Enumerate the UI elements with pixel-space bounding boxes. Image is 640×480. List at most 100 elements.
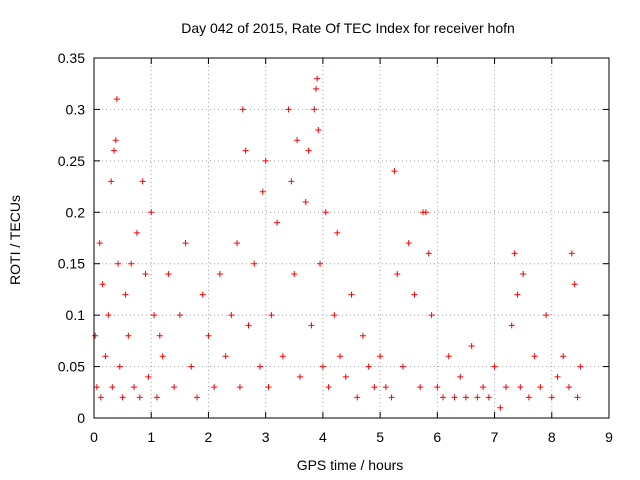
data-point	[514, 291, 521, 298]
data-point	[259, 188, 266, 195]
data-point	[151, 312, 158, 319]
data-point	[234, 240, 241, 247]
data-point	[139, 178, 146, 185]
data-point	[308, 322, 315, 329]
data-point	[148, 209, 155, 216]
data-point	[105, 312, 112, 319]
data-point	[279, 353, 286, 360]
data-point	[400, 363, 406, 370]
data-point	[537, 384, 544, 391]
data-point	[294, 137, 301, 144]
data-point	[457, 373, 464, 380]
data-point	[176, 312, 183, 319]
data-point	[411, 291, 418, 298]
y-tick-label: 0.15	[58, 256, 85, 272]
grid-lines	[94, 58, 609, 418]
data-point	[165, 271, 172, 277]
data-point	[274, 219, 281, 226]
data-point	[525, 394, 532, 401]
data-point	[468, 343, 475, 349]
data-point	[305, 147, 312, 154]
data-point	[96, 240, 103, 247]
data-point	[228, 312, 235, 319]
data-point	[391, 168, 398, 175]
data-point	[311, 106, 318, 113]
y-tick-label: 0.2	[66, 204, 86, 220]
data-point	[371, 384, 378, 391]
data-point	[334, 229, 341, 236]
data-point	[251, 260, 258, 267]
x-tick-label: 6	[433, 429, 441, 445]
data-point	[480, 384, 487, 391]
data-point	[119, 394, 126, 401]
data-point	[317, 260, 324, 267]
x-tick-label: 3	[262, 429, 270, 445]
data-point	[125, 332, 132, 339]
x-tick-label: 5	[376, 429, 384, 445]
data-point	[315, 127, 322, 133]
data-point	[348, 291, 355, 298]
data-point	[445, 353, 452, 360]
data-point	[425, 250, 432, 257]
data-point	[319, 363, 326, 370]
data-point	[182, 240, 189, 247]
data-point	[440, 394, 447, 401]
data-point	[359, 332, 366, 339]
data-point	[297, 373, 303, 380]
data-point	[531, 353, 538, 360]
data-point	[474, 394, 481, 401]
data-point	[222, 353, 229, 360]
data-point	[462, 394, 469, 401]
data-point	[153, 394, 160, 401]
data-point	[314, 75, 321, 82]
data-point	[93, 384, 100, 391]
y-tick-label: 0	[77, 410, 85, 426]
data-point	[365, 363, 372, 370]
x-tick-label: 1	[147, 429, 155, 445]
data-point	[156, 332, 163, 339]
chart-title: Day 042 of 2015, Rate Of TEC Index for r…	[181, 20, 515, 36]
data-point	[354, 394, 361, 401]
data-point	[548, 394, 555, 401]
data-point	[116, 363, 123, 370]
plot-frame	[93, 57, 610, 419]
x-tick-label: 7	[491, 429, 499, 445]
data-point	[245, 322, 252, 329]
data-point	[109, 384, 116, 391]
data-point	[565, 384, 572, 391]
data-points	[92, 75, 584, 411]
data-point	[451, 394, 458, 401]
y-tick-label: 0.1	[66, 307, 86, 323]
data-point	[491, 363, 498, 370]
data-point	[128, 260, 135, 267]
data-point	[322, 209, 329, 216]
data-point	[325, 384, 332, 391]
data-point	[508, 322, 515, 329]
data-point	[428, 312, 435, 319]
data-point	[485, 394, 492, 401]
data-point	[554, 373, 561, 380]
data-point	[159, 353, 166, 360]
data-point	[342, 373, 349, 380]
data-point	[113, 96, 120, 103]
data-point	[188, 363, 195, 370]
data-point	[111, 147, 118, 154]
data-point	[394, 271, 401, 277]
y-tick-label: 0.25	[58, 153, 85, 169]
data-point	[377, 353, 384, 360]
y-tick-label: 0.3	[66, 101, 86, 117]
data-point	[242, 147, 249, 154]
data-point	[115, 260, 122, 267]
data-point	[571, 281, 578, 288]
data-point	[574, 394, 581, 401]
data-point	[122, 291, 129, 298]
x-tick-label: 4	[319, 429, 327, 445]
data-point	[102, 353, 109, 360]
data-point	[331, 312, 338, 319]
data-point	[216, 271, 223, 277]
data-point	[543, 312, 550, 319]
data-point	[388, 394, 395, 401]
data-point	[503, 384, 509, 391]
data-point	[337, 353, 344, 360]
